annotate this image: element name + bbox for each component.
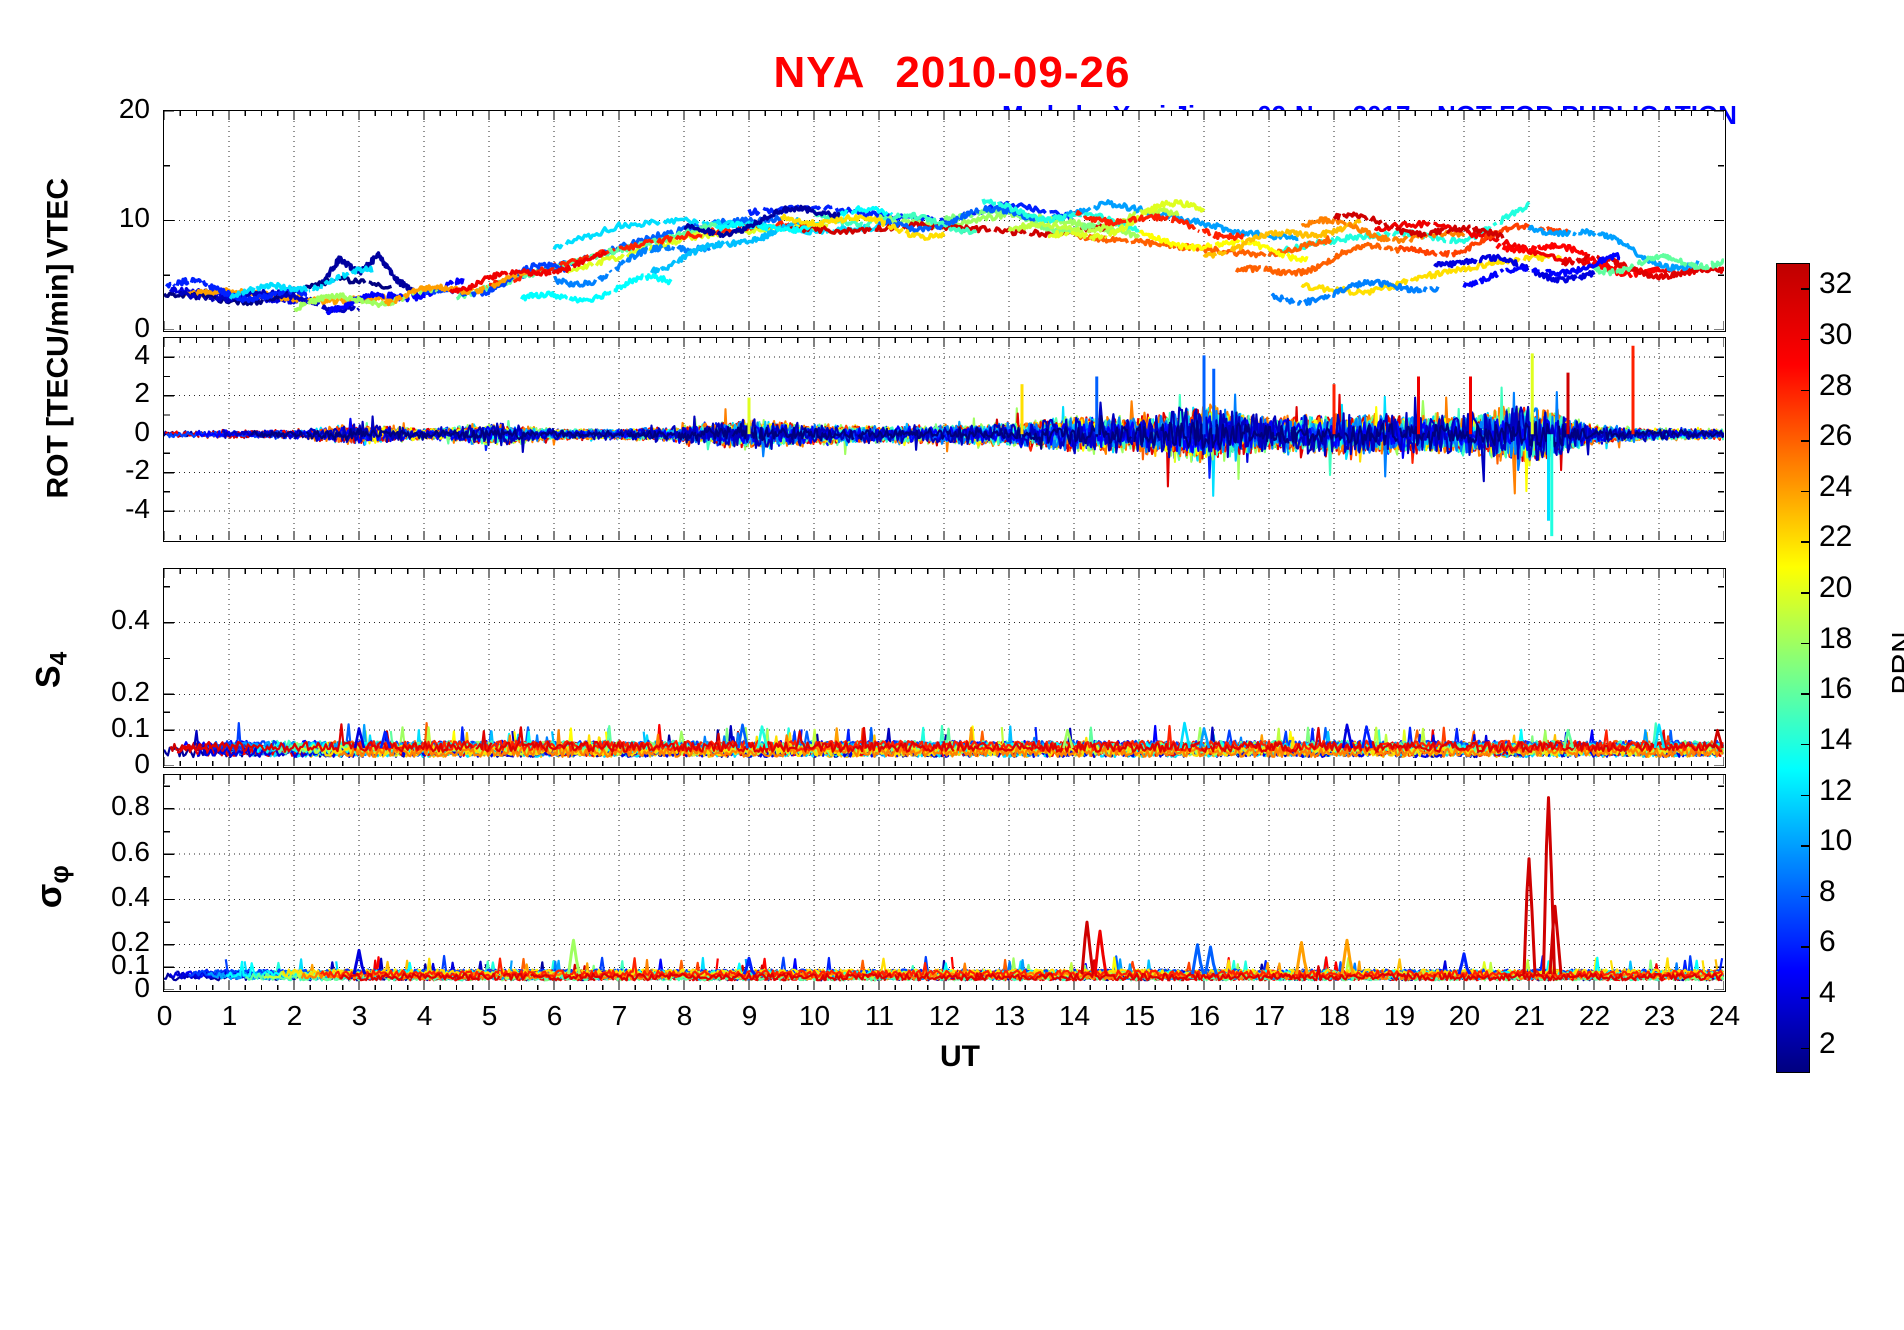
ytick-s4-1: 0.1: [111, 711, 150, 743]
xtick-10: 10: [798, 1000, 831, 1031]
xtick-21: 21: [1513, 1000, 1546, 1031]
ytick-vtec-1: 10: [118, 202, 150, 233]
xtick-11: 11: [864, 1000, 895, 1031]
colorbar-tickmark: [1801, 389, 1809, 392]
ytick-vtec-0: 0: [134, 311, 150, 343]
colorbar-tick-4: 4: [1819, 976, 1836, 1010]
xtick-5: 5: [481, 1000, 498, 1031]
colorbar-tickmark: [1801, 794, 1809, 797]
ytick-sigma-phi-4: 0.6: [111, 835, 150, 867]
ytick-sigma-phi-3: 0.4: [111, 880, 150, 912]
colorbar-tick-32: 32: [1819, 267, 1853, 301]
colorbar-tickmark: [1801, 1047, 1809, 1050]
xtick-16: 16: [1188, 1000, 1221, 1031]
colorbar-tick-22: 22: [1819, 520, 1853, 554]
ytick-sigma-phi-5: 0.8: [111, 790, 150, 822]
colorbar-tickmark: [1801, 997, 1809, 999]
colorbar-tickmark: [1801, 845, 1809, 847]
xtick-0: 0: [156, 1000, 173, 1031]
ytick-sigma-phi-1: 0.1: [111, 948, 150, 980]
xtick-8: 8: [676, 1000, 693, 1031]
colorbar-tickmark: [1801, 490, 1809, 493]
xtick-13: 13: [993, 1000, 1026, 1031]
ytick-rot-2: 0: [134, 415, 150, 447]
ytick-s4-3: 0.4: [111, 604, 150, 636]
ytick-rot-4: -4: [125, 492, 150, 524]
panel-s4: [163, 568, 1726, 768]
ytick-rot-1: 2: [134, 377, 150, 409]
colorbar-tick-16: 16: [1819, 672, 1853, 706]
ytick-rot-0: 4: [134, 338, 150, 370]
xtick-1: 1: [221, 1000, 238, 1031]
xtick-24: 24: [1708, 1000, 1741, 1031]
xtick-18: 18: [1318, 1000, 1351, 1031]
colorbar-tick-14: 14: [1819, 722, 1853, 756]
colorbar-tick-2: 2: [1819, 1026, 1836, 1060]
xtick-19: 19: [1383, 1000, 1416, 1031]
xtick-15: 15: [1123, 1000, 1156, 1031]
colorbar-tick-26: 26: [1819, 419, 1853, 453]
ytick-vtec-2: 20: [118, 92, 150, 124]
colorbar-tick-10: 10: [1819, 824, 1853, 858]
ytick-rot-3: -2: [125, 454, 150, 486]
colorbar-tick-18: 18: [1819, 621, 1853, 655]
colorbar-tick-28: 28: [1819, 368, 1853, 402]
colorbar-tick-8: 8: [1819, 874, 1836, 908]
colorbar-tickmark: [1801, 592, 1809, 594]
xtick-4: 4: [416, 1000, 433, 1031]
xtick-12: 12: [928, 1000, 961, 1031]
colorbar-tickmark: [1801, 895, 1809, 898]
ytick-s4-2: 0.2: [111, 675, 150, 707]
xtick-22: 22: [1578, 1000, 1611, 1031]
colorbar-tickmark: [1801, 440, 1809, 442]
colorbar-tick-24: 24: [1819, 469, 1853, 503]
colorbar-tickmark: [1801, 642, 1809, 645]
xtick-9: 9: [741, 1000, 758, 1031]
panel-vtec: [163, 110, 1726, 332]
title-station: NYA: [773, 48, 866, 97]
page-title: NYA 2010-09-26: [0, 48, 1904, 98]
colorbar: [1776, 263, 1810, 1073]
xtick-3: 3: [351, 1000, 368, 1031]
ytick-s4-0: 0: [134, 747, 150, 779]
panel-sigma-phi: [163, 774, 1726, 992]
xtick-23: 23: [1643, 1000, 1676, 1031]
xtick-20: 20: [1448, 1000, 1481, 1031]
colorbar-tick-6: 6: [1819, 925, 1836, 959]
colorbar-tickmark: [1801, 946, 1809, 948]
colorbar-tickmark: [1801, 288, 1809, 290]
title-date: 2010-09-26: [895, 48, 1131, 97]
xtick-2: 2: [286, 1000, 303, 1031]
xtick-17: 17: [1253, 1000, 1286, 1031]
colorbar-tickmark: [1801, 541, 1809, 543]
ytick-sigma-phi-2: 0.2: [111, 926, 150, 958]
xlabel-ut: UT: [940, 1040, 980, 1073]
colorbar-title: PRN: [1886, 631, 1904, 695]
colorbar-tickmark: [1801, 693, 1809, 695]
xtick-7: 7: [611, 1000, 628, 1031]
ytick-sigma-phi-0: 0: [134, 971, 150, 1003]
colorbar-tick-30: 30: [1819, 317, 1853, 351]
colorbar-tick-12: 12: [1819, 773, 1853, 807]
xtick-6: 6: [546, 1000, 563, 1031]
colorbar-tick-20: 20: [1819, 571, 1853, 605]
colorbar-tickmark: [1801, 338, 1809, 341]
panel-rot: [163, 337, 1726, 542]
xtick-14: 14: [1058, 1000, 1091, 1031]
colorbar-tickmark: [1801, 743, 1809, 746]
